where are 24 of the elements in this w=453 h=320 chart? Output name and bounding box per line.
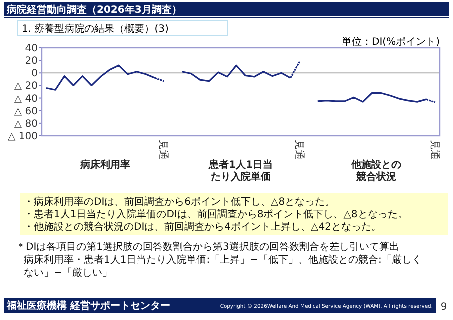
x-tick-label: 見通 [158, 140, 170, 160]
y-tick-label: △ 100 [8, 132, 38, 142]
y-tick-label: 40 [25, 44, 38, 54]
y-tick-label: 20 [25, 56, 38, 68]
y-axis-title: 単位：DI(%ポイント) [342, 36, 440, 48]
text: 福祉医療機構 経営サポートセンター [6, 300, 170, 312]
y-tick-label: △ 80 [14, 118, 38, 130]
chart-subtitle: 1. 療養型病院の結果（概要）(3) [22, 23, 169, 35]
text: ＊DIは各項目の第1選択肢の回答数割合から第3選択肢の回答数割合を差し引いて算出 [16, 241, 400, 253]
text: ・他施設との競合状況のDIは、前回調査から4ポイント上昇し、△42となった。 [24, 221, 382, 233]
text: 病床利用率 [79, 159, 130, 171]
chart-title: 病院経営動向調査（2026年3月調査） [6, 4, 182, 16]
text: ・病床利用率のDIは、前回調査から6ポイント低下し、△8となった。 [24, 196, 336, 208]
text: 患者1人1日当たり入院単価 [208, 159, 273, 183]
x-tick-label: 見通 [293, 140, 306, 160]
text: 9 [440, 302, 448, 313]
y-tick-label: 0 [32, 68, 38, 80]
y-tick-label: △ 60 [14, 106, 38, 118]
y-tick-label: △ 40 [14, 94, 38, 105]
y-tick-label: △ 20 [14, 81, 38, 92]
text: 他施設との競合状況 [350, 159, 402, 183]
x-tick-label: 見通 [428, 140, 441, 160]
text: ・患者1人1日当たり入院単価のDIは、前回調査から8ポイント低下し、△8となった。 [24, 208, 408, 220]
text: 病床利用率・患者1人1日当たり入院単価:「上昇」−「低下」、他施設との競合:「厳しくない」−「厳しい」 [24, 254, 422, 279]
